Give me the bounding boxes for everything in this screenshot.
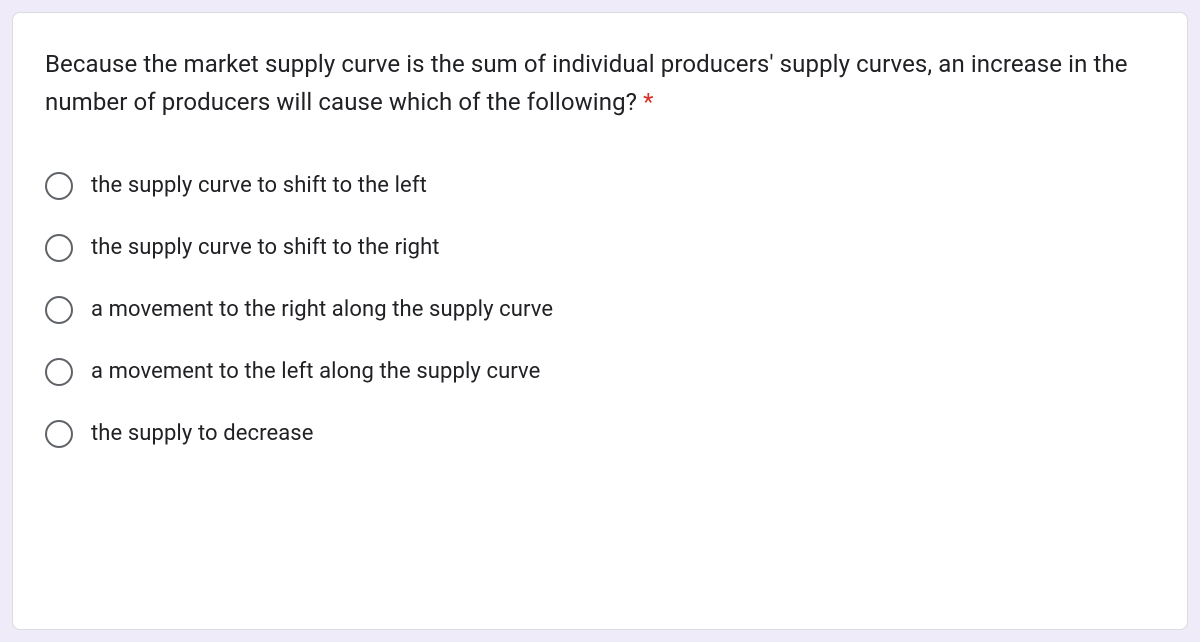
- radio-icon[interactable]: [45, 296, 73, 324]
- question-text: Because the market supply curve is the s…: [45, 45, 1155, 122]
- option-label: the supply to decrease: [91, 421, 314, 446]
- option-label: the supply curve to shift to the left: [91, 173, 427, 198]
- question-card: Because the market supply curve is the s…: [12, 12, 1188, 630]
- options-list: the supply curve to shift to the left th…: [45, 162, 1155, 458]
- radio-icon[interactable]: [45, 420, 73, 448]
- option-row[interactable]: a movement to the right along the supply…: [45, 286, 1155, 334]
- radio-icon[interactable]: [45, 172, 73, 200]
- option-label: the supply curve to shift to the right: [91, 235, 440, 260]
- option-row[interactable]: a movement to the left along the supply …: [45, 348, 1155, 396]
- option-label: a movement to the left along the supply …: [91, 359, 540, 384]
- radio-icon[interactable]: [45, 234, 73, 262]
- option-row[interactable]: the supply curve to shift to the right: [45, 224, 1155, 272]
- option-row[interactable]: the supply curve to shift to the left: [45, 162, 1155, 210]
- option-label: a movement to the right along the supply…: [91, 297, 553, 322]
- radio-icon[interactable]: [45, 358, 73, 386]
- option-row[interactable]: the supply to decrease: [45, 410, 1155, 458]
- required-asterisk: *: [637, 88, 654, 116]
- question-body: Because the market supply curve is the s…: [45, 50, 1128, 116]
